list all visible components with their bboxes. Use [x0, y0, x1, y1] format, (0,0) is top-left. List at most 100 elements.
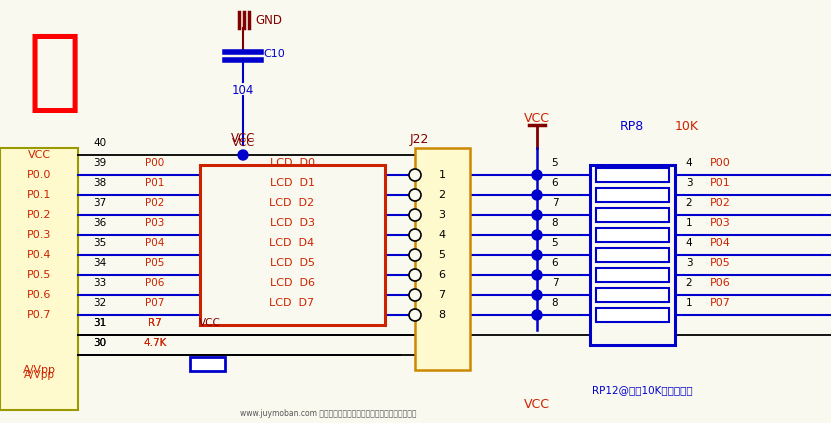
- Text: 3: 3: [686, 178, 692, 188]
- Text: 心: 心: [28, 28, 82, 116]
- Circle shape: [409, 309, 421, 321]
- Text: 4: 4: [686, 158, 692, 168]
- Text: 7: 7: [552, 278, 558, 288]
- Text: 6: 6: [552, 258, 558, 268]
- Text: P01: P01: [145, 178, 165, 188]
- Text: 4: 4: [439, 230, 445, 240]
- Text: LCD  D6: LCD D6: [269, 278, 314, 288]
- Bar: [415, 148, 470, 370]
- Text: 8: 8: [439, 310, 445, 320]
- Bar: [596, 228, 669, 242]
- Circle shape: [532, 230, 542, 240]
- Text: 5: 5: [552, 238, 558, 248]
- Text: 1: 1: [686, 298, 692, 308]
- Circle shape: [409, 289, 421, 301]
- Text: P02: P02: [145, 198, 165, 208]
- Text: LCD  D4: LCD D4: [269, 238, 315, 248]
- Text: 31: 31: [93, 318, 106, 328]
- Bar: [190, 357, 225, 371]
- Text: VCC: VCC: [524, 398, 550, 412]
- Text: 39: 39: [93, 158, 106, 168]
- Text: 5: 5: [439, 250, 445, 260]
- Text: P00: P00: [710, 158, 730, 168]
- Text: 32: 32: [93, 298, 106, 308]
- Circle shape: [409, 249, 421, 261]
- Text: R7: R7: [148, 318, 162, 328]
- Text: P0.4: P0.4: [27, 250, 52, 260]
- Text: P03: P03: [710, 218, 730, 228]
- Text: LCD  D3: LCD D3: [269, 218, 314, 228]
- Text: 104: 104: [232, 83, 254, 96]
- Text: P01: P01: [710, 178, 730, 188]
- Text: C10: C10: [263, 49, 285, 59]
- Text: P05: P05: [710, 258, 730, 268]
- Text: 37: 37: [93, 198, 106, 208]
- Text: P06: P06: [145, 278, 165, 288]
- Text: VCC: VCC: [524, 112, 550, 124]
- Text: LCD  D5: LCD D5: [269, 258, 314, 268]
- Text: P0.6: P0.6: [27, 290, 52, 300]
- Circle shape: [409, 269, 421, 281]
- Text: 2: 2: [686, 198, 692, 208]
- Circle shape: [532, 270, 542, 280]
- Circle shape: [532, 190, 542, 200]
- Text: 7: 7: [552, 198, 558, 208]
- Text: A/Vpp: A/Vpp: [22, 365, 56, 375]
- Text: 8: 8: [552, 218, 558, 228]
- Circle shape: [532, 310, 542, 320]
- Text: VCC: VCC: [27, 150, 51, 160]
- Text: 4.7K: 4.7K: [143, 338, 167, 348]
- Text: RP8: RP8: [620, 120, 644, 133]
- Text: P02: P02: [710, 198, 731, 208]
- Text: 5: 5: [552, 158, 558, 168]
- Text: A/Vpp: A/Vpp: [23, 370, 55, 380]
- Text: 31: 31: [93, 318, 106, 328]
- Text: LCD  D2: LCD D2: [269, 198, 315, 208]
- Circle shape: [409, 169, 421, 181]
- Circle shape: [532, 250, 542, 260]
- Text: P0.5: P0.5: [27, 270, 52, 280]
- Text: GND: GND: [255, 14, 282, 27]
- Bar: [596, 288, 669, 302]
- Text: 35: 35: [93, 238, 106, 248]
- Text: 7: 7: [439, 290, 445, 300]
- Text: 6: 6: [439, 270, 445, 280]
- Text: P04: P04: [145, 238, 165, 248]
- Text: P0.0: P0.0: [27, 170, 52, 180]
- Text: 3: 3: [439, 210, 445, 220]
- Circle shape: [238, 150, 248, 160]
- Circle shape: [532, 210, 542, 220]
- Circle shape: [409, 209, 421, 221]
- Circle shape: [409, 189, 421, 201]
- Text: 33: 33: [93, 278, 106, 288]
- Text: 2: 2: [439, 190, 445, 200]
- Text: P06: P06: [710, 278, 730, 288]
- Text: 4: 4: [686, 238, 692, 248]
- Text: P00: P00: [145, 158, 165, 168]
- Circle shape: [532, 170, 542, 180]
- Text: 30: 30: [93, 338, 106, 348]
- Bar: [0, 148, 78, 410]
- Text: LCD  D1: LCD D1: [269, 178, 314, 188]
- Text: P04: P04: [710, 238, 731, 248]
- Text: RP12@贾昅10K炸鸡的小猪: RP12@贾昅10K炸鸡的小猪: [592, 385, 692, 395]
- Text: LCD  D7: LCD D7: [269, 298, 315, 308]
- Circle shape: [409, 229, 421, 241]
- Text: J22: J22: [410, 134, 430, 146]
- Text: R7: R7: [148, 318, 162, 328]
- Text: 3: 3: [686, 258, 692, 268]
- Bar: [590, 165, 675, 345]
- Text: 38: 38: [93, 178, 106, 188]
- Bar: [596, 248, 669, 262]
- Text: VCC: VCC: [231, 132, 255, 145]
- Text: P03: P03: [145, 218, 165, 228]
- Bar: [596, 188, 669, 202]
- Text: P05: P05: [145, 258, 165, 268]
- Circle shape: [532, 290, 542, 300]
- Bar: [596, 308, 669, 322]
- Bar: [596, 208, 669, 222]
- Text: 10K: 10K: [675, 120, 699, 133]
- Text: 40: 40: [93, 138, 106, 148]
- Text: VCC: VCC: [232, 138, 254, 148]
- Text: 34: 34: [93, 258, 106, 268]
